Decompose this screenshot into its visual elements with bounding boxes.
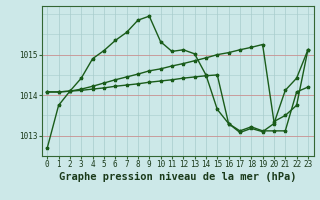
X-axis label: Graphe pression niveau de la mer (hPa): Graphe pression niveau de la mer (hPa) xyxy=(59,172,296,182)
